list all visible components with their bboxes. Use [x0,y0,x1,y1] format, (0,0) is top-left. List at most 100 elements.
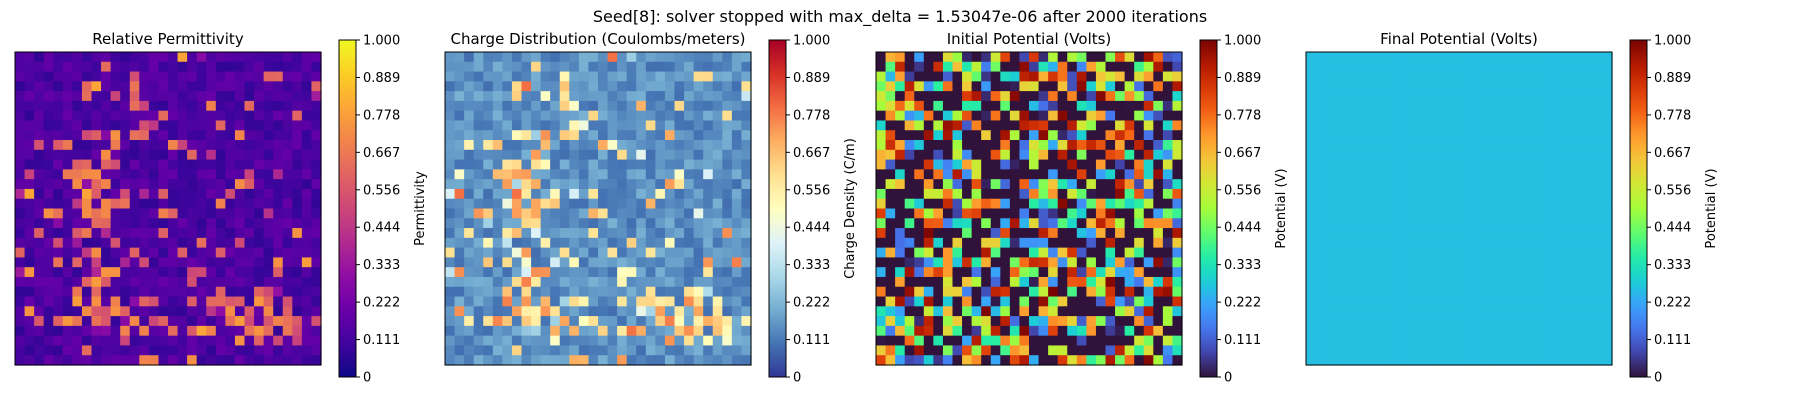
heatmap-cell [1583,100,1594,112]
heatmap-cell [531,286,542,298]
heatmap-cell [1057,52,1068,63]
heatmap-cell [1029,169,1040,180]
heatmap-cell [990,179,1001,190]
heatmap-cell [473,276,484,288]
heatmap-cell [1057,257,1068,268]
heatmap-cell [1325,81,1336,92]
heatmap-cell [1009,345,1021,356]
heatmap-cell [617,100,628,112]
heatmap-cell [148,198,160,210]
heatmap-cell [1143,52,1154,63]
heatmap-cell [952,91,963,102]
heatmap-cell [263,110,274,122]
heatmap-cell [1583,316,1594,327]
colorbar-tick-label: 0.111 [793,333,830,348]
heatmap-cell [531,91,542,102]
heatmap-cell [540,296,551,307]
heatmap-cell [1535,91,1546,102]
heatmap-cell [139,61,150,73]
heatmap-cell [148,169,160,180]
heatmap-cell [139,198,150,210]
heatmap-cell [876,276,887,288]
colorbar-tick-label: 0.444 [1654,221,1691,236]
heatmap-cell [933,61,944,73]
heatmap-cell [101,355,112,366]
heatmap-cell [168,81,179,92]
heatmap-cell [712,208,723,219]
heatmap-cell [311,120,322,131]
heatmap-cell [72,179,83,190]
heatmap-cell [607,335,618,347]
heatmap-cell [1353,218,1364,229]
heatmap-cell [206,140,217,151]
heatmap-cell [684,296,695,307]
heatmap-cell [254,71,265,82]
heatmap-cell [1115,188,1126,200]
heatmap-cell [1497,159,1508,170]
heatmap-cell [1353,276,1364,288]
heatmap-cell [569,81,580,92]
heatmap-cell [1430,52,1441,63]
heatmap-cell [24,335,35,347]
heatmap-cell [120,257,131,268]
heatmap-cell [1315,188,1326,200]
heatmap-cell [626,228,637,239]
heatmap-cell [1315,208,1326,219]
heatmap-cell [1057,325,1068,337]
heatmap-cell [990,228,1001,239]
heatmap-cell [1095,120,1107,131]
heatmap-cell [292,306,303,317]
heatmap-cell [636,169,647,180]
heatmap-cell [168,276,179,288]
heatmap-cell [971,61,982,73]
heatmap-cell [617,140,628,151]
heatmap-cell [578,159,590,170]
heatmap-cell [1535,71,1546,82]
heatmap-cell [1048,130,1059,141]
heatmap-cell [876,188,887,200]
heatmap-cell [1076,228,1087,239]
heatmap-cell [1029,237,1040,249]
heatmap-cell [981,169,992,180]
heatmap-cell [263,296,274,307]
heatmap-cell [731,316,743,327]
heatmap-cell [206,159,217,170]
heatmap-cell [139,179,150,190]
heatmap-cell [139,237,150,249]
heatmap-cell [1344,198,1355,210]
heatmap-cell [655,140,666,151]
heatmap-cell [206,169,217,180]
heatmap-cell [1115,286,1126,298]
heatmap-cell [1411,188,1422,200]
heatmap-cell [712,325,723,337]
heatmap-cell [1535,130,1546,141]
heatmap-cell [655,81,666,92]
heatmap-cell [952,179,963,190]
heatmap-cell [1019,81,1030,92]
heatmap-cell [1306,208,1317,219]
heatmap-cell [569,100,580,112]
heatmap-cell [741,91,752,102]
heatmap-cell [129,169,140,180]
heatmap-cell [1382,237,1393,249]
heatmap-cell [1344,120,1355,131]
heatmap-cell [311,52,322,63]
heatmap-cell [292,208,303,219]
heatmap-cell [1048,286,1059,298]
heatmap-cell [454,159,465,170]
heatmap-cell [206,276,217,288]
heatmap-cell [1497,267,1508,278]
heatmap-cell [550,71,561,82]
heatmap-cell [1057,306,1068,317]
heatmap-cell [464,159,475,170]
heatmap-cell [225,286,236,298]
heatmap-cell [1325,52,1336,63]
heatmap-cell [263,71,274,82]
heatmap-cell [1353,140,1364,151]
heatmap-cell [445,237,456,249]
heatmap-cell [1564,316,1575,327]
heatmap-cell [1554,316,1565,327]
heatmap-cell [703,81,714,92]
heatmap-cell [550,179,561,190]
heatmap-cell [1411,179,1422,190]
